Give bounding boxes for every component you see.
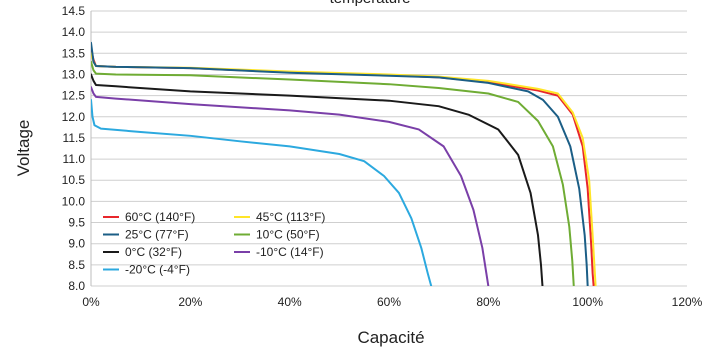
legend: 60°C (140°F) 45°C (113°F) 25°C (77°F) 10°C … <box>103 210 325 277</box>
legend-label: 0°C (32°F) <box>125 245 182 259</box>
y-tick-label: 11.0 <box>63 152 86 166</box>
axes: temperature Voltage Capacité 8.0 8.5 9.0 9.… <box>14 0 703 347</box>
chart-title: temperature <box>330 0 411 7</box>
legend-label: 10°C (50°F) <box>256 228 320 242</box>
x-tick-label: 60% <box>377 295 401 309</box>
x-axis-title: Capacité <box>357 328 424 347</box>
x-tick-label: 0% <box>82 295 100 309</box>
series-lines <box>91 41 597 286</box>
y-tick-label: 8.5 <box>68 258 85 272</box>
y-tick-label: 14.5 <box>62 4 86 18</box>
y-tick-label: 9.0 <box>68 237 85 251</box>
y-axis-title: Voltage <box>14 120 33 177</box>
y-tick-label: 12.0 <box>62 110 86 124</box>
y-tick-label: 13.0 <box>62 67 86 81</box>
legend-label: -10°C (14°F) <box>256 245 324 259</box>
series-line <box>91 60 575 286</box>
x-tick-label: 100% <box>572 295 603 309</box>
legend-label: 25°C (77°F) <box>125 228 189 242</box>
y-tick-label: 11.5 <box>63 131 86 145</box>
series-line <box>91 98 433 286</box>
x-tick-label: 120% <box>672 295 703 309</box>
legend-label: -20°C (-4°F) <box>125 263 190 277</box>
series-line <box>91 86 490 286</box>
legend-label: 45°C (113°F) <box>256 210 325 224</box>
y-tick-label: 14.0 <box>62 25 86 39</box>
y-tick-label: 8.0 <box>68 279 85 293</box>
y-tick-label: 10.0 <box>62 194 86 208</box>
y-tick-label: 13.5 <box>62 46 86 60</box>
y-tick-label: 12.5 <box>62 89 86 103</box>
y-tick-label: 10.5 <box>62 173 86 187</box>
x-tick-label: 40% <box>278 295 302 309</box>
x-tick-label: 80% <box>476 295 500 309</box>
x-tick-label: 20% <box>178 295 202 309</box>
series-line <box>91 41 589 286</box>
series-line <box>91 73 544 286</box>
legend-label: 60°C (140°F) <box>125 210 195 224</box>
y-tick-label: 9.5 <box>68 216 85 230</box>
